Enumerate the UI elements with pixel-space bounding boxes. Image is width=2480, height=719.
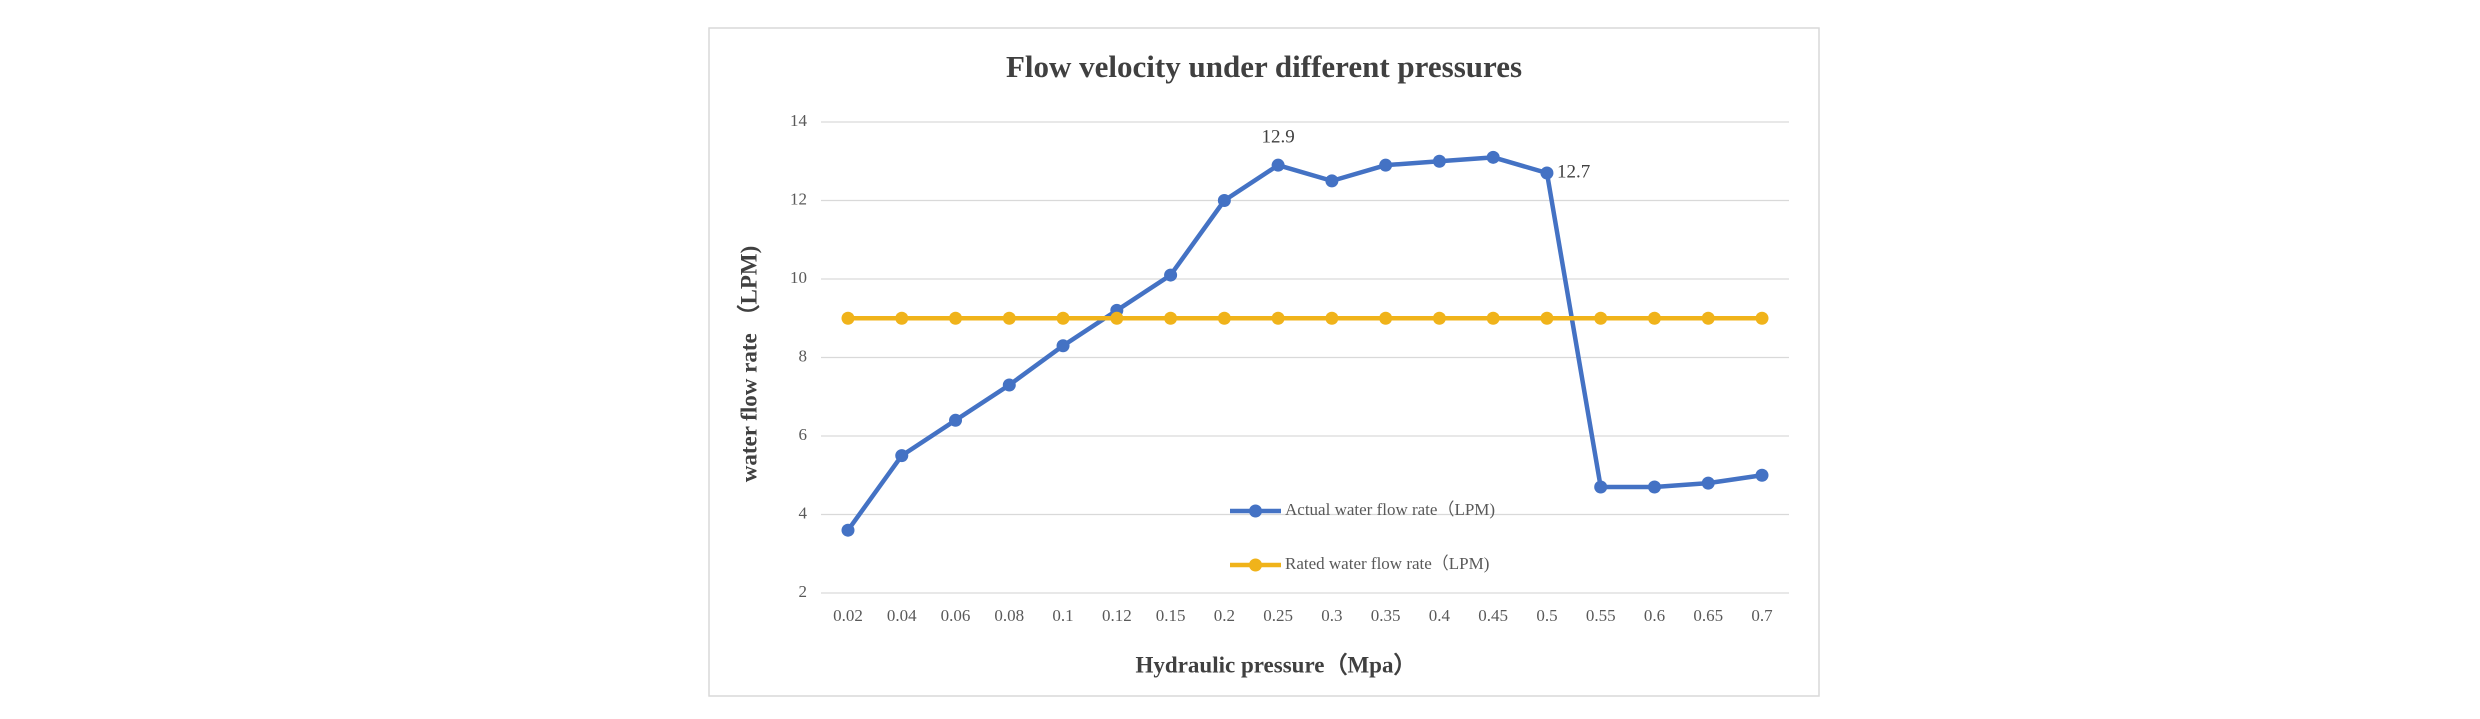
chart-title: Flow velocity under different pressures — [1006, 49, 1522, 84]
legend-marker — [1249, 558, 1262, 572]
point-marker — [1647, 480, 1661, 494]
x-tick-label: 0.1 — [1052, 606, 1073, 625]
point-marker — [1594, 311, 1608, 325]
point-marker — [1164, 268, 1178, 282]
point-marker — [1755, 311, 1769, 325]
data-label: 12.9 — [1261, 127, 1294, 148]
x-tick-label: 0.06 — [941, 606, 971, 625]
point-marker — [1110, 311, 1124, 325]
y-tick-label: 14 — [790, 111, 808, 130]
point-marker — [1701, 311, 1715, 325]
point-marker — [1379, 158, 1393, 172]
x-tick-label: 0.55 — [1586, 606, 1616, 625]
x-tick-label: 0.45 — [1478, 606, 1508, 625]
x-tick-label: 0.6 — [1644, 606, 1665, 625]
point-marker — [1755, 468, 1769, 482]
x-tick-label: 0.65 — [1693, 606, 1723, 625]
point-marker — [1056, 311, 1070, 325]
point-marker — [1432, 154, 1446, 168]
x-tick-label: 0.12 — [1102, 606, 1132, 625]
point-marker — [1056, 339, 1070, 353]
x-tick-label: 0.25 — [1263, 606, 1293, 625]
y-tick-label: 10 — [790, 268, 807, 287]
point-marker — [1002, 311, 1016, 325]
x-tick-label: 0.02 — [833, 606, 863, 625]
point-marker — [1647, 311, 1661, 325]
point-marker — [1540, 311, 1554, 325]
point-marker — [1486, 311, 1500, 325]
y-tick-label: 2 — [799, 582, 808, 601]
point-marker — [895, 449, 909, 463]
chart-frame — [708, 27, 1820, 697]
x-tick-label: 0.35 — [1371, 606, 1401, 625]
point-marker — [1164, 311, 1178, 325]
point-marker — [1432, 311, 1446, 325]
x-tick-label: 0.15 — [1156, 606, 1186, 625]
x-tick-label: 0.04 — [887, 606, 917, 625]
point-marker — [1594, 480, 1608, 494]
y-tick-label: 4 — [799, 503, 808, 522]
legend-label: Rated water flow rate（LPM) — [1285, 554, 1489, 573]
y-tick-label: 8 — [799, 346, 808, 365]
series-line — [846, 155, 1763, 532]
x-tick-label: 0.5 — [1536, 606, 1557, 625]
x-tick-label: 0.08 — [994, 606, 1024, 625]
point-marker — [1217, 194, 1231, 207]
point-marker — [895, 311, 909, 325]
y-axis-label: water flow rate （LPM) — [735, 246, 761, 483]
point-marker — [1325, 174, 1339, 188]
point-marker — [1486, 150, 1500, 164]
x-tick-label: 0.3 — [1321, 606, 1342, 625]
point-marker — [1271, 158, 1285, 172]
point-marker — [1379, 311, 1393, 325]
point-marker — [1540, 166, 1554, 180]
y-tick-label: 6 — [799, 425, 808, 444]
data-label: 12.7 — [1557, 161, 1590, 182]
legend-marker — [1249, 504, 1262, 518]
point-marker — [949, 413, 963, 427]
x-tick-label: 0.7 — [1751, 606, 1773, 625]
point-marker — [1217, 311, 1231, 325]
point-marker — [1002, 378, 1016, 392]
point-marker — [1271, 311, 1285, 325]
point-marker — [1701, 476, 1715, 490]
point-marker — [949, 311, 963, 325]
x-tick-label: 0.4 — [1429, 606, 1451, 625]
x-tick-label: 0.2 — [1214, 606, 1235, 625]
point-marker — [1325, 311, 1339, 325]
legend-label: Actual water flow rate（LPM) — [1285, 500, 1495, 519]
x-axis-label: Hydraulic pressure（Mpa） — [1136, 651, 1417, 677]
point-marker — [841, 523, 855, 537]
y-tick-label: 12 — [790, 189, 807, 208]
point-marker — [841, 311, 855, 325]
